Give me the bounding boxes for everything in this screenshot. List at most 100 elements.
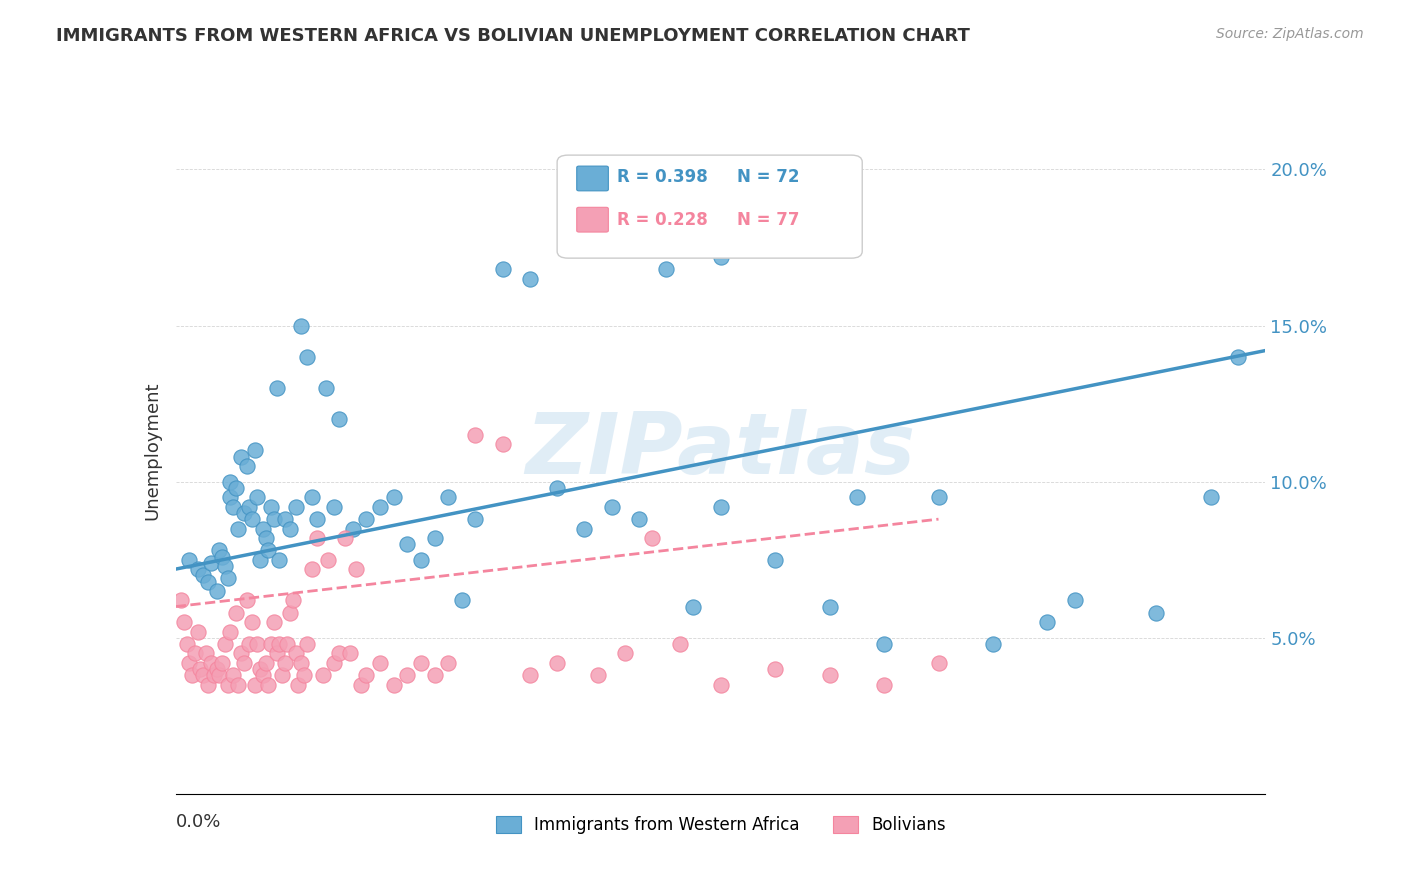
Point [1063, 593, 1085, 607]
Point [450, 593, 472, 607]
Point [437, 490, 460, 504]
Point [257, 678, 280, 692]
Text: IMMIGRANTS FROM WESTERN AFRICA VS BOLIVIAN UNEMPLOYMENT CORRELATION CHART: IMMIGRANTS FROM WESTERN AFRICA VS BOLIVI… [56, 27, 970, 45]
Point [574, 521, 596, 535]
Point [710, 678, 733, 692]
Point [225, 606, 247, 620]
Point [290, 318, 312, 333]
Point [295, 637, 318, 651]
Point [217, 571, 239, 585]
Text: R = 0.228: R = 0.228 [617, 211, 707, 228]
Point [243, 443, 266, 458]
Y-axis label: Unemployment: Unemployment [143, 381, 162, 520]
Point [710, 250, 733, 264]
Point [278, 521, 301, 535]
Point [179, 552, 201, 567]
Text: N = 72: N = 72 [737, 168, 800, 186]
Point [222, 668, 245, 682]
Point [1199, 490, 1222, 504]
Point [254, 531, 277, 545]
Point [284, 646, 307, 660]
Point [176, 637, 198, 651]
Point [492, 262, 515, 277]
Point [254, 656, 277, 670]
Point [211, 656, 233, 670]
Point [211, 549, 233, 564]
Point [763, 662, 786, 676]
Point [409, 552, 432, 567]
Point [276, 637, 298, 651]
Point [818, 599, 841, 614]
Point [231, 646, 253, 660]
Point [246, 490, 269, 504]
Point [235, 458, 257, 473]
Point [1036, 615, 1059, 630]
Point [287, 678, 309, 692]
Point [284, 500, 307, 514]
Text: ZIPatlas: ZIPatlas [526, 409, 915, 492]
Point [322, 656, 344, 670]
Point [281, 593, 304, 607]
Point [655, 262, 678, 277]
Point [396, 537, 419, 551]
Point [173, 615, 195, 630]
Point [186, 624, 209, 639]
Text: N = 77: N = 77 [737, 211, 800, 228]
Point [252, 668, 274, 682]
FancyBboxPatch shape [576, 207, 609, 232]
Point [228, 521, 250, 535]
Point [292, 668, 315, 682]
FancyBboxPatch shape [576, 166, 609, 191]
Point [423, 531, 446, 545]
Point [191, 668, 214, 682]
Point [200, 556, 222, 570]
Point [208, 668, 231, 682]
Point [574, 240, 596, 255]
Point [928, 656, 950, 670]
Point [437, 656, 460, 670]
Point [188, 662, 211, 676]
Point [464, 427, 486, 442]
Point [301, 490, 323, 504]
Point [271, 668, 294, 682]
Point [217, 678, 239, 692]
Point [205, 662, 228, 676]
Point [1227, 350, 1250, 364]
Point [318, 552, 340, 567]
Point [546, 481, 568, 495]
Point [873, 678, 896, 692]
Point [263, 615, 285, 630]
Point [614, 646, 637, 660]
Point [257, 543, 280, 558]
Point [252, 521, 274, 535]
Point [641, 531, 664, 545]
Point [981, 637, 1004, 651]
Point [269, 637, 291, 651]
Point [214, 637, 236, 651]
Point [184, 646, 207, 660]
Point [301, 562, 323, 576]
Point [260, 500, 283, 514]
Point [274, 512, 297, 526]
Point [266, 646, 288, 660]
Point [228, 678, 250, 692]
Point [232, 506, 254, 520]
Point [356, 512, 378, 526]
Point [269, 552, 291, 567]
Point [307, 531, 329, 545]
Point [181, 668, 204, 682]
Point [328, 412, 350, 426]
Point [290, 656, 312, 670]
Point [219, 490, 242, 504]
Point [208, 543, 231, 558]
Point [307, 512, 329, 526]
Point [263, 512, 285, 526]
Point [219, 624, 242, 639]
Point [231, 450, 253, 464]
Point [339, 646, 361, 660]
Point [682, 599, 704, 614]
Point [382, 678, 405, 692]
Point [235, 593, 257, 607]
Point [350, 678, 373, 692]
Point [396, 668, 419, 682]
